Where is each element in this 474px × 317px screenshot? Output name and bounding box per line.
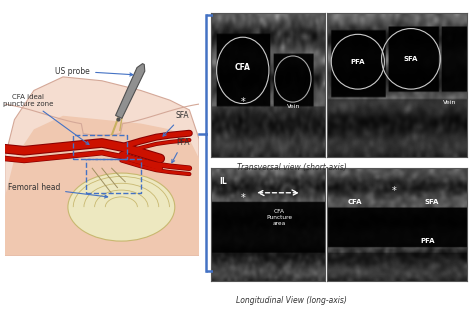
Text: Transversal view (short-axis): Transversal view (short-axis) <box>237 163 346 172</box>
Text: Vein: Vein <box>287 104 301 109</box>
Text: PFA: PFA <box>351 59 365 65</box>
Text: *: * <box>392 185 397 196</box>
Text: SFA: SFA <box>404 56 418 62</box>
Text: *: * <box>240 193 245 204</box>
Text: SFA: SFA <box>425 199 439 205</box>
Text: CFA: CFA <box>348 199 362 205</box>
Text: US probe: US probe <box>55 67 133 76</box>
Bar <box>73 135 127 158</box>
Polygon shape <box>116 64 145 118</box>
Text: CFA: CFA <box>235 63 251 72</box>
Text: CFA
Puncture
area: CFA Puncture area <box>266 209 292 226</box>
Text: Vein: Vein <box>443 100 457 105</box>
Text: Femoral head: Femoral head <box>8 183 108 198</box>
Polygon shape <box>5 116 199 256</box>
Text: IL: IL <box>219 177 227 186</box>
Text: PFA: PFA <box>172 139 189 163</box>
Text: CFA ideal
puncture zone: CFA ideal puncture zone <box>3 94 89 145</box>
Ellipse shape <box>68 173 175 241</box>
Text: SFA: SFA <box>163 111 190 136</box>
Text: *: * <box>240 97 245 107</box>
Bar <box>86 158 141 193</box>
Polygon shape <box>5 77 199 256</box>
Text: PFA: PFA <box>420 238 435 244</box>
Text: Longitudinal View (long-axis): Longitudinal View (long-axis) <box>236 296 347 305</box>
